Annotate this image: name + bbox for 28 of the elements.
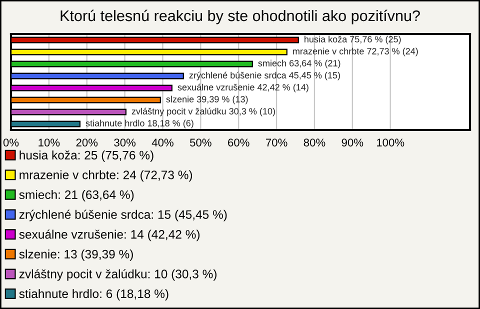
data-label: slzenie 39,39 % (13) [166,96,248,104]
x-tick-label: 40% [152,138,174,146]
x-tick-label: 80% [304,138,326,146]
x-tick-label: 60% [228,138,250,146]
data-label: zrýchlené búšenie srdca 45,45 % (15) [189,72,340,80]
x-tick-label: 50% [190,138,212,146]
data-label: stiahnute hrdlo 18,18 % (6) [86,120,194,128]
x-tick-label: 90% [342,138,364,146]
data-label: sexuálne vzrušenie 42,42 % (14) [178,84,308,92]
legend-label: smiech: 21 (63,64 %) [19,190,134,202]
x-tick-label: 20% [76,138,98,146]
x-tick-label: 10% [38,138,60,146]
legend-label: husia koža: 25 (75,76 %) [20,150,154,162]
legend-label: sexuálne vzrušenie: 14 (42,42 %) [19,230,200,242]
data-label: smiech 63,64 % (21) [258,60,340,68]
x-tick-label: 70% [266,138,288,146]
data-label: husia koža 75,76 % (25) [304,36,401,44]
data-label: zvláštny pocit v žalúdku 30,3 % (10) [132,108,275,116]
legend-label: zvláštny pocit v žalúdku: 10 (30,3 %) [19,269,216,281]
x-tick-label: 0% [3,138,19,146]
x-tick-label: 100% [376,138,404,146]
legend-label: zrýchlené búšenie srdca: 15 (45,45 %) [19,210,227,222]
x-tick-label: 30% [114,138,136,146]
legend-label: slzenie: 13 (39,39 %) [19,250,133,261]
data-label: mrazenie v chrbte 72,73 % (24) [293,48,418,56]
legend-label: stiahnute hrdlo: 6 (18,18 %) [19,289,168,301]
chart-title: Ktorú telesnú reakciu by ste ohodnotili ako pozitívnu? [60,10,420,24]
legend-label: mrazenie v chrbte: 24 (72,73 %) [20,170,192,182]
